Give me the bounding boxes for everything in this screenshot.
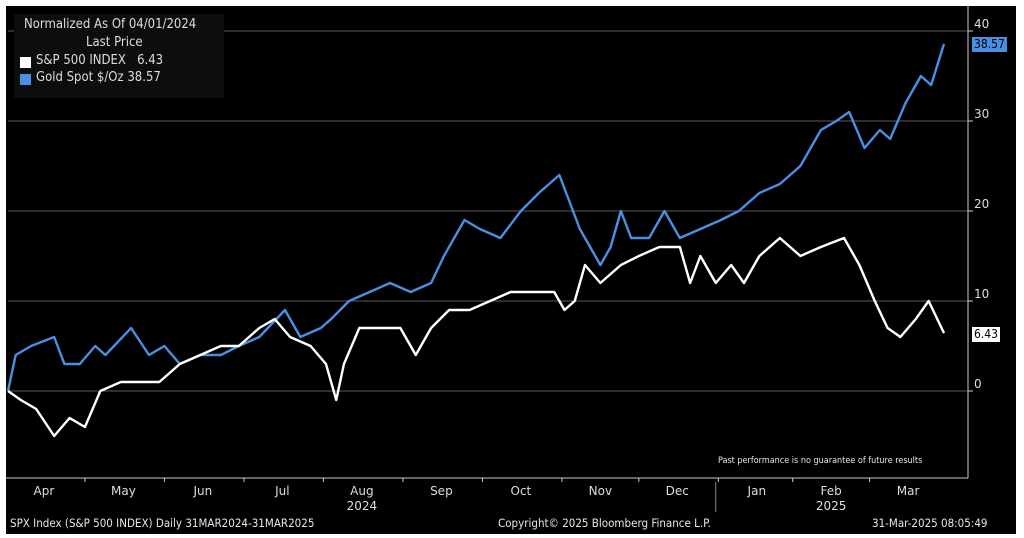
x-tick-label: Oct [511, 484, 532, 498]
legend: Normalized As Of 04/01/2024 Last Price S… [14, 14, 224, 98]
gold-last-value-tag: 38.57 [972, 37, 1007, 52]
series-line-s-p-500-index [7, 236, 946, 438]
chart-panel: 0 10 20 30 40 Apr May Jun Jul Aug Sep Oct Nov Dec Jan F… [6, 6, 1016, 534]
footer-timestamp: 31-Mar-2025 08:05:49 [872, 516, 988, 530]
footer-copyright: Copyright© 2025 Bloomberg Finance L.P. [498, 516, 711, 530]
x-tick-label: May [111, 484, 136, 498]
x-tick-label: Feb [821, 484, 842, 498]
footer-security: SPX Index (S&P 500 INDEX) Daily 31MAR202… [10, 516, 315, 530]
legend-label-gold: Gold Spot $/Oz 38.57 [36, 70, 161, 85]
x-year-label: 2025 [816, 499, 847, 513]
legend-title: Normalized As Of 04/01/2024 [24, 17, 197, 32]
y-tick-label: 10 [974, 287, 989, 301]
x-tick-label: Mar [897, 484, 920, 498]
legend-subtitle: Last Price [86, 35, 143, 50]
x-tick-label: Nov [589, 484, 612, 498]
x-tick-label: Jun [193, 484, 213, 498]
x-tick-label: Dec [666, 484, 689, 498]
x-tick-label: Sep [430, 484, 453, 498]
y-tick-label: 20 [974, 197, 989, 211]
sp500-last-value-tag: 6.43 [972, 327, 1001, 342]
legend-swatch-gold [20, 74, 31, 85]
legend-label-sp500: S&P 500 INDEX 6.43 [36, 53, 164, 68]
series-line-gold-spot-oz [6, 43, 946, 392]
x-tick-label: Jan [747, 484, 767, 498]
x-tick-label: Aug [350, 484, 373, 498]
y-tick-label: 30 [974, 107, 989, 121]
legend-swatch-sp500 [20, 57, 31, 68]
y-tick-label: 40 [974, 17, 989, 31]
y-tick-label: 0 [974, 377, 982, 391]
x-tick-label: Apr [34, 484, 55, 498]
x-tick-label: Jul [274, 484, 289, 498]
disclaimer-note: Past performance is no guarantee of futu… [718, 456, 923, 466]
x-year-label: 2024 [347, 499, 378, 513]
